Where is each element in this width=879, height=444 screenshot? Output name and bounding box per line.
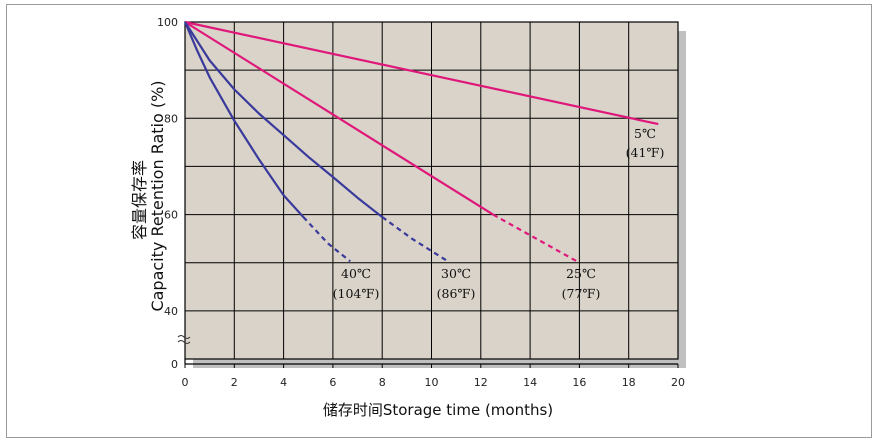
x-tick-label: 4 bbox=[280, 376, 287, 389]
x-tick-label: 20 bbox=[671, 376, 685, 389]
series-line-dashed bbox=[302, 216, 351, 263]
y-tick-label: 100 bbox=[157, 16, 178, 29]
series-line-dashed bbox=[492, 213, 580, 264]
y-tick-label: 60 bbox=[164, 209, 178, 222]
series-line-solid bbox=[184, 21, 494, 216]
series-label-temp-c: 25℃ bbox=[566, 266, 596, 281]
plot-border bbox=[184, 21, 679, 360]
x-tick-label: 12 bbox=[474, 376, 488, 389]
series-label-temp-f: (77℉) bbox=[562, 286, 601, 301]
x-axis-label: 储存时间Storage time (months) bbox=[323, 401, 553, 419]
x-tick-label: 6 bbox=[329, 376, 336, 389]
y-tick-label: 80 bbox=[164, 112, 178, 125]
y-tick-label: 0 bbox=[171, 358, 178, 371]
x-tick-label: 16 bbox=[572, 376, 586, 389]
x-tick-label: 0 bbox=[182, 376, 189, 389]
series-line-dashed bbox=[381, 216, 447, 262]
y-axis-label-cn: 容量保存率 bbox=[130, 160, 149, 240]
series-label-temp-c: 5℃ bbox=[634, 126, 656, 141]
axis-break-mark bbox=[177, 340, 191, 344]
series-label-temp-f: (104℉) bbox=[333, 286, 380, 301]
x-tick-label: 8 bbox=[379, 376, 386, 389]
x-tick-label: 2 bbox=[231, 376, 238, 389]
series-label-temp-c: 30℃ bbox=[441, 266, 471, 281]
y-tick-label: 40 bbox=[164, 305, 178, 318]
x-tick-label: 14 bbox=[523, 376, 537, 389]
series-line-solid bbox=[183, 21, 305, 218]
series-label-temp-f: (86℉) bbox=[437, 286, 476, 301]
axis-break-mark bbox=[177, 335, 191, 339]
series-label-temp-c: 40℃ bbox=[341, 266, 371, 281]
series-label-temp-f: (41℉) bbox=[626, 145, 665, 160]
x-tick-label: 18 bbox=[622, 376, 636, 389]
y-axis-label-en: Capacity Retention Ratio (%) bbox=[148, 80, 167, 311]
x-tick-label: 10 bbox=[425, 376, 439, 389]
series-line-solid bbox=[184, 20, 659, 126]
series-line-solid bbox=[184, 21, 383, 218]
